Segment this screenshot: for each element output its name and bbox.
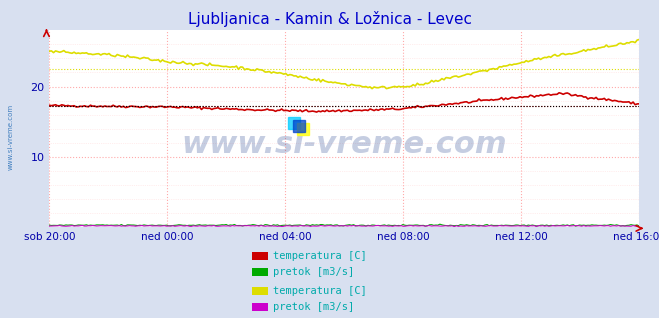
Text: pretok [m3/s]: pretok [m3/s] bbox=[273, 266, 354, 277]
Text: temperatura [C]: temperatura [C] bbox=[273, 286, 366, 296]
Text: temperatura [C]: temperatura [C] bbox=[273, 251, 366, 261]
Text: pretok [m3/s]: pretok [m3/s] bbox=[273, 301, 354, 312]
Text: www.si-vreme.com: www.si-vreme.com bbox=[8, 104, 14, 170]
Text: www.si-vreme.com: www.si-vreme.com bbox=[181, 130, 507, 159]
Text: Ljubljanica - Kamin & Ložnica - Levec: Ljubljanica - Kamin & Ložnica - Levec bbox=[188, 11, 471, 27]
